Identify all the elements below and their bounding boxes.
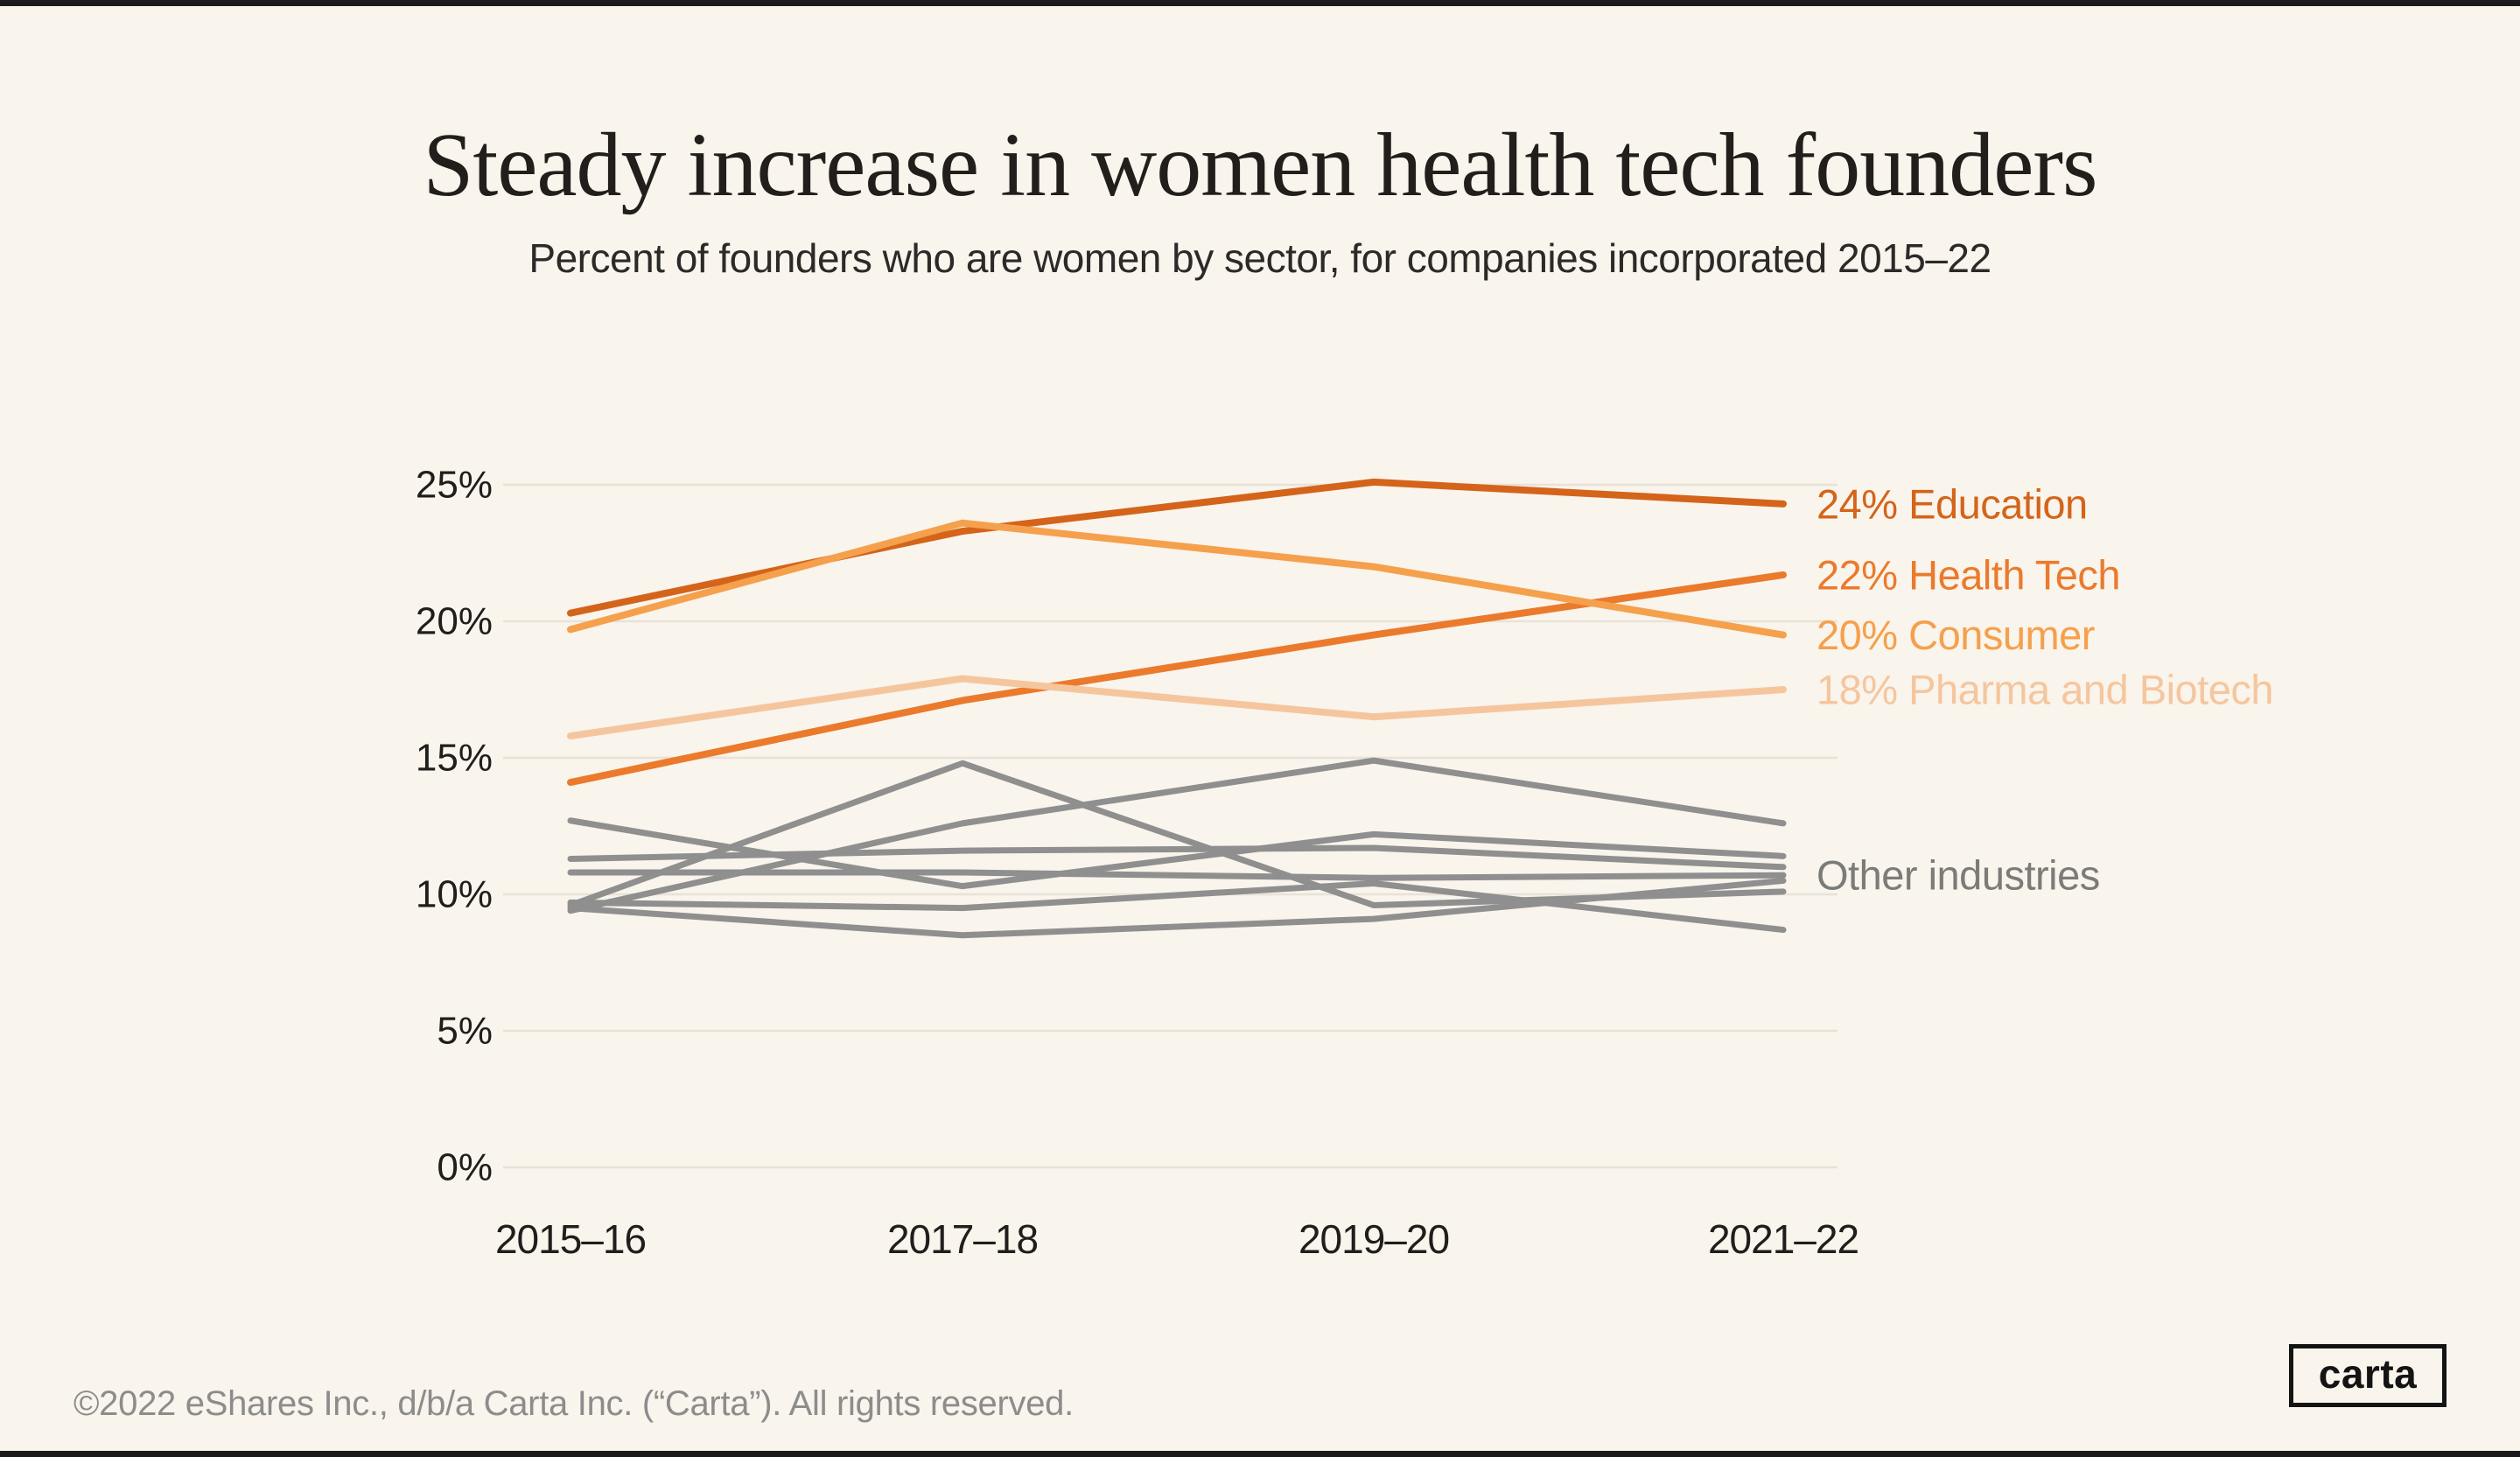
- legend-label-health-tech: 22% Health Tech: [1816, 551, 2120, 598]
- series-line-education: [567, 478, 1787, 617]
- y-axis-tick-label: 20%: [416, 600, 493, 643]
- series-line-other-industry-4: [567, 844, 1787, 871]
- annotation-other-industries: Other industries: [1816, 852, 2100, 899]
- series-line-pharma-and-biotech: [567, 675, 1787, 740]
- series-line-health-tech: [567, 571, 1787, 787]
- y-axis-tick-label: 10%: [416, 873, 493, 916]
- copyright-text: ©2022 eShares Inc., d/b/a Carta Inc. (“C…: [74, 1384, 1074, 1423]
- series-line-other-industry-5: [567, 869, 1787, 881]
- series-line-other-industry-1: [567, 760, 1787, 908]
- page-title: Steady increase in women health tech fou…: [423, 115, 2098, 215]
- series-line-consumer: [567, 519, 1787, 639]
- y-axis-tick-label: 15%: [416, 737, 493, 780]
- legend-label-consumer: 20% Consumer: [1816, 612, 2095, 658]
- legend-label-education: 24% Education: [1816, 480, 2088, 527]
- y-axis-tick-label: 25%: [416, 464, 493, 507]
- y-axis-tick-label: 5%: [437, 1010, 493, 1053]
- top-edge-bar: [0, 0, 2520, 6]
- carta-logo-text: carta: [2318, 1351, 2418, 1397]
- bottom-edge-bar: [0, 1451, 2520, 1457]
- x-axis-tick-label: 2019–20: [1298, 1216, 1449, 1262]
- legend-label-pharma-and-biotech: 18% Pharma and Biotech: [1816, 667, 2273, 713]
- series-line-other-industry-7: [567, 877, 1787, 939]
- x-axis-tick-label: 2017–18: [887, 1216, 1038, 1262]
- x-axis-tick-label: 2015–16: [495, 1216, 646, 1262]
- carta-logo: carta: [2289, 1344, 2446, 1407]
- x-axis-tick-label: 2021–22: [1708, 1216, 1858, 1262]
- series-line-other-industry-6: [567, 880, 1787, 934]
- y-axis-tick-label: 0%: [437, 1146, 493, 1189]
- page-subtitle: Percent of founders who are women by sec…: [528, 235, 1992, 281]
- series-line-other-industry-2: [567, 757, 1787, 914]
